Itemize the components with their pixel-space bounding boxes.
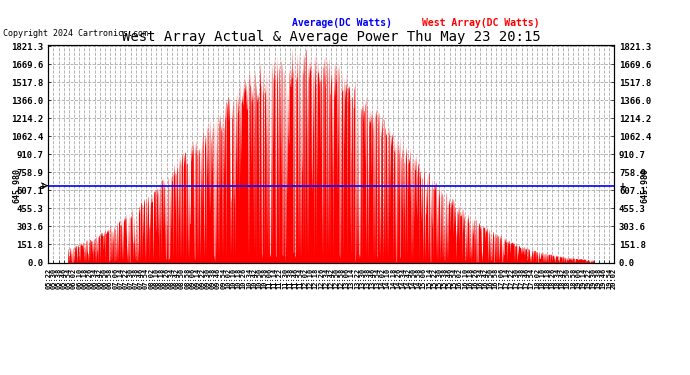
Text: 645.980: 645.980 [641, 168, 650, 203]
Text: West Array(DC Watts): West Array(DC Watts) [422, 18, 539, 28]
Title: West Array Actual & Average Power Thu May 23 20:15: West Array Actual & Average Power Thu Ma… [122, 30, 540, 44]
Text: 645.980: 645.980 [12, 168, 21, 203]
Text: +: + [620, 181, 626, 191]
Text: Copyright 2024 Cartronics.com: Copyright 2024 Cartronics.com [3, 28, 148, 38]
Text: Average(DC Watts): Average(DC Watts) [292, 18, 391, 28]
Text: +: + [39, 181, 46, 191]
